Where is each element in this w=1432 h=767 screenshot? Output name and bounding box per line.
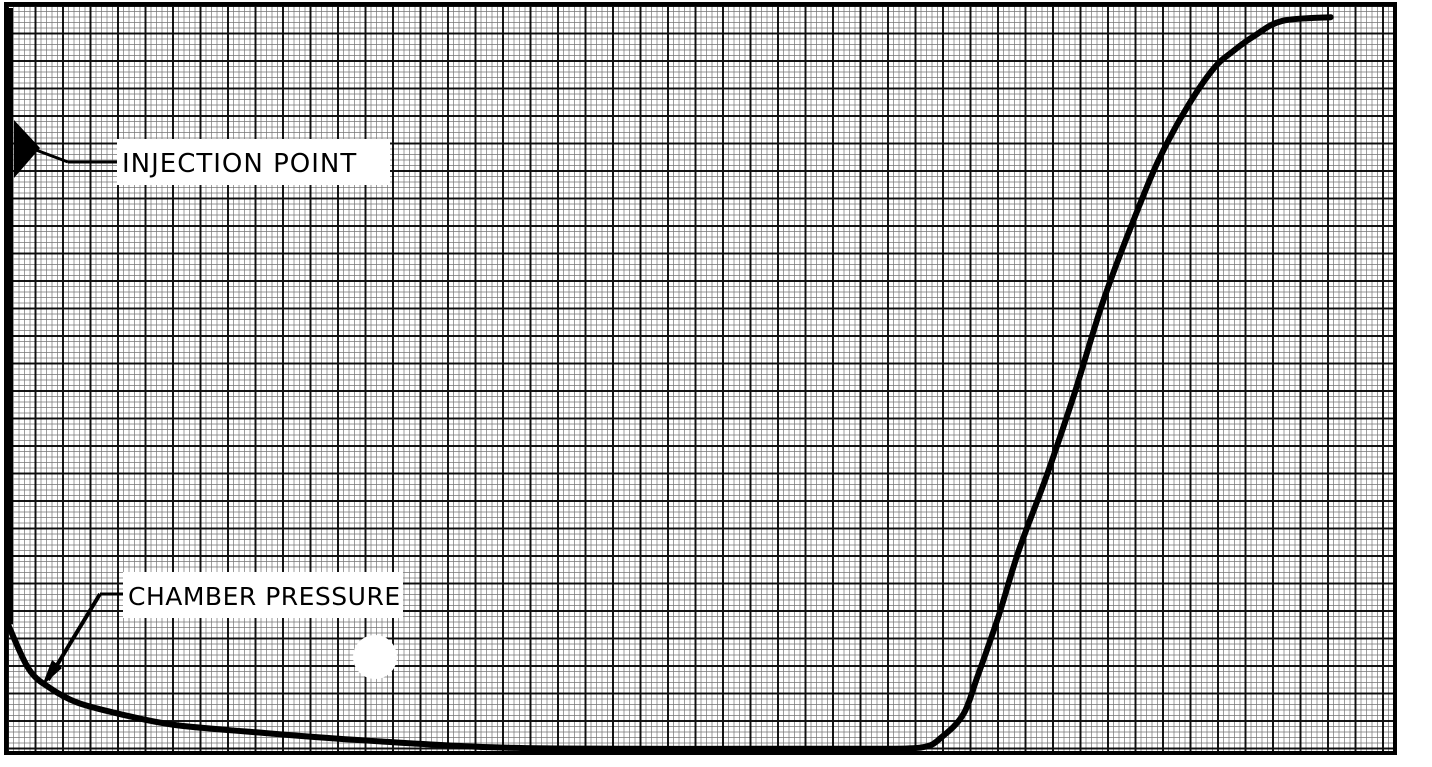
chamber-pressure-label: CHAMBER PRESSURE (128, 582, 401, 611)
chamber-arrowhead (42, 660, 62, 686)
injection-label-box (117, 139, 390, 185)
injection-point-label: INJECTION POINT (122, 149, 357, 179)
chamber-label-box (123, 572, 403, 618)
scan-blot (353, 635, 397, 679)
injection-leader-1 (35, 148, 69, 164)
marks (5, 8, 1334, 752)
plot-frame (4, 2, 1397, 755)
injection-point-marker (14, 120, 40, 178)
series-line-0 (5, 14, 1334, 752)
annotations: INJECTION POINT CHAMBER PRESSURE (35, 139, 403, 686)
